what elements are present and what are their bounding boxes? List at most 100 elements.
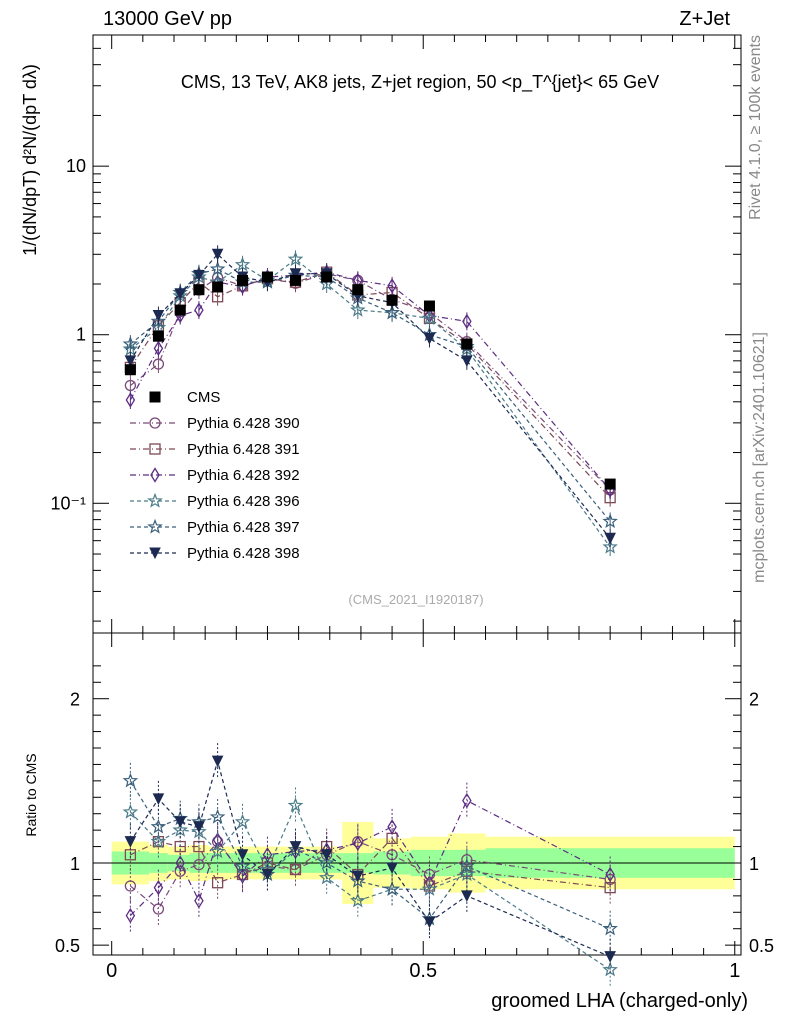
main-y-axis-label-text: 1/(dN/dpT) d²N/(dpT dλ) — [20, 64, 40, 256]
ratio-point-2-1 — [153, 879, 164, 896]
ratio-point-4-4 — [209, 808, 226, 824]
ratio-point-4-13 — [602, 920, 618, 936]
ratio-point-5-12 — [461, 890, 473, 902]
series-point-2-12 — [462, 313, 472, 330]
data-series — [122, 245, 618, 988]
ratio-point-5-2 — [174, 816, 187, 829]
ratio-y-tick-label-2: 2 — [70, 690, 80, 710]
x-tick-label-0: 0 — [106, 960, 117, 982]
series-point-4-10 — [384, 304, 400, 320]
series-point-3-9 — [349, 301, 366, 317]
ratio-y-tick-label-right-0: 0.5 — [749, 936, 774, 956]
chart-title: CMS, 13 TeV, AK8 jets, Z+jet region, 50 … — [181, 72, 659, 93]
series-point-2-0 — [125, 392, 136, 408]
ratio-point-5-5 — [236, 849, 249, 861]
ratio-point-2-5 — [237, 868, 248, 884]
cms-point-7 — [290, 274, 301, 286]
cms-point-12 — [461, 338, 473, 350]
ratio-point-4-0 — [122, 772, 139, 788]
series-line-ratio-5 — [129, 758, 611, 958]
main-y-tick-label-0: 10⁻¹ — [50, 493, 86, 513]
cms-point-3 — [193, 284, 205, 296]
ratio-point-3-1 — [150, 833, 167, 849]
rivet-label: Rivet 4.1.0, ≥ 100k events — [747, 35, 764, 220]
series-point-4-4 — [209, 260, 226, 276]
cms-point-13 — [604, 478, 616, 490]
ratio-point-4-12 — [459, 858, 475, 873]
series-point-3-11 — [421, 310, 438, 325]
x-axis-label: groomed LHA (charged-only) — [491, 990, 748, 1012]
ratio-y-axis-label: Ratio to CMS — [23, 753, 39, 836]
ratio-point-3-11 — [421, 881, 438, 896]
cms-point-10 — [386, 294, 398, 306]
ratio-point-5-0 — [124, 836, 137, 848]
series-point-5-13 — [604, 532, 616, 545]
series-line-ratio-3 — [129, 803, 611, 971]
series-point-4-0 — [122, 335, 139, 351]
series-line-main-1 — [129, 271, 611, 499]
ratio-point-2-12 — [462, 792, 472, 809]
cms-point-4 — [212, 281, 224, 293]
ratio-point-1-4 — [211, 877, 224, 889]
ratio-point-5-7 — [289, 841, 302, 853]
ratio-point-1-0 — [124, 849, 137, 861]
legend-marker-1 — [149, 443, 161, 455]
ratio-point-0-1 — [152, 903, 165, 915]
ratio-point-0-3 — [193, 858, 205, 871]
series-line-main-5 — [129, 253, 611, 539]
axis-ticks — [93, 34, 741, 955]
ratio-point-3-8 — [318, 869, 335, 885]
process-label: Z+Jet — [679, 8, 730, 30]
series-pythia-6-428-398 — [124, 245, 616, 975]
series-point-2-10 — [387, 278, 397, 294]
ratio-point-5-6 — [261, 869, 274, 881]
legend-label-391: Pythia 6.428 391 — [187, 441, 300, 458]
energy-label: 13000 GeV pp — [103, 8, 232, 30]
series-point-5-4 — [211, 248, 224, 261]
ratio-point-5-11 — [423, 916, 436, 929]
legend-label-396: Pythia 6.428 396 — [187, 493, 300, 510]
x-tick-label-1: 0.5 — [409, 960, 437, 982]
legend-marker-3 — [147, 492, 163, 508]
main-y-axis-label: 1/(dN/dpT) d²N/(dpT dλ) — [20, 64, 40, 256]
ratio-y-tick-label-right-2: 2 — [749, 690, 759, 710]
tick-labels: 0 0.5 1 10⁻¹ 1 10 0.5 1 2 0.5 1 2 — [50, 156, 774, 982]
legend: CMS Pythia 6.428 390 Pythia 6.428 391 Py… — [130, 389, 300, 562]
series-point-5-3 — [193, 269, 205, 282]
series-point-2-1 — [153, 340, 164, 357]
main-y-tick-label-1: 1 — [76, 325, 86, 345]
series-cms-data — [124, 271, 616, 490]
legend-marker-4 — [147, 518, 163, 534]
main-y-tick-label-2: 10 — [66, 156, 86, 176]
cms-point-1 — [152, 330, 164, 342]
series-point-5-12 — [461, 355, 473, 367]
ratio-point-0-0 — [124, 880, 137, 892]
series-point-0-0 — [124, 379, 137, 392]
ratio-point-2-3 — [194, 893, 204, 909]
ratio-point-2-2 — [175, 855, 185, 871]
series-point-2-3 — [194, 302, 204, 318]
series-point-5-1 — [152, 310, 165, 322]
ratio-y-tick-label-1: 1 — [70, 854, 80, 874]
series-point-0-1 — [152, 358, 165, 370]
legend-marker-cms — [149, 391, 161, 403]
ratio-point-2-10 — [387, 819, 397, 835]
ratio-point-3-0 — [122, 803, 139, 819]
series-point-5-0 — [124, 355, 137, 367]
legend-label-cms: CMS — [187, 389, 220, 406]
series-line-ratio-1 — [130, 837, 611, 889]
legend-marker-0 — [149, 417, 161, 429]
legend-label-397: Pythia 6.428 397 — [187, 519, 300, 536]
ratio-point-5-9 — [351, 870, 364, 883]
ratio-point-5-13 — [604, 951, 616, 963]
cms-point-0 — [124, 364, 136, 376]
main-plot-frame — [92, 34, 742, 634]
ratio-point-3-5 — [234, 813, 251, 829]
legend-marker-2 — [150, 467, 160, 483]
ratio-point-4-10 — [384, 881, 400, 896]
cms-point-9 — [352, 284, 364, 296]
legend-label-390: Pythia 6.428 390 — [187, 415, 300, 432]
ratio-point-5-4 — [211, 755, 224, 768]
ratio-point-5-3 — [193, 821, 205, 833]
